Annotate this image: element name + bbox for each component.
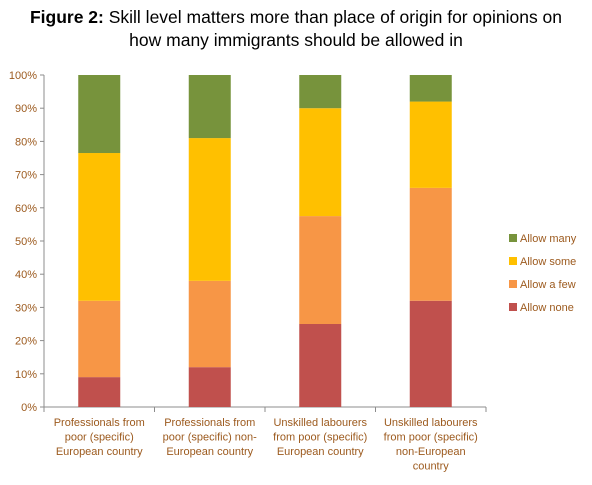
bar-segment-allow-some xyxy=(299,108,342,217)
y-tick-label: 50% xyxy=(15,236,37,248)
legend-swatch xyxy=(509,257,517,265)
x-category-label-line: poor (specific) xyxy=(65,432,134,444)
bar-segment-allow-many xyxy=(188,75,231,139)
legend-label: Allow a few xyxy=(520,279,576,291)
x-category-label-line: European country xyxy=(166,446,253,458)
y-tick-label: 40% xyxy=(15,269,37,281)
bar-segment-allow-a-few xyxy=(299,216,342,324)
x-category-label-line: country xyxy=(413,461,450,473)
figure-number: Figure 2: xyxy=(29,7,104,27)
bar-segment-allow-many xyxy=(78,75,121,154)
bar-segment-allow-some xyxy=(409,101,452,188)
x-category-label-line: Unskilled labourers xyxy=(273,417,367,429)
title-text-line2: how many immigrants should be allowed in xyxy=(129,30,463,50)
bar-segment-allow-none xyxy=(409,300,452,407)
x-category-label-line: from poor (specific) xyxy=(384,432,478,444)
y-tick-label: 60% xyxy=(15,203,37,215)
y-tick-label: 20% xyxy=(15,336,37,348)
y-tick-label: 90% xyxy=(15,103,37,115)
legend-swatch xyxy=(509,234,517,242)
legend-label: Allow none xyxy=(520,302,574,314)
x-category-label-line: Professionals from xyxy=(54,417,145,429)
bar-segment-allow-none xyxy=(78,377,121,407)
y-tick-label: 80% xyxy=(15,136,37,148)
bar-segment-allow-some xyxy=(188,138,231,281)
bar-segment-allow-none xyxy=(299,324,342,407)
bar-segment-allow-a-few xyxy=(78,300,121,378)
x-category-label-line: from poor (specific) xyxy=(273,432,367,444)
x-category-label: Professionals from poor (specific) non- Eu… xyxy=(163,417,257,458)
y-tick-label: 30% xyxy=(15,302,37,314)
y-tick-label: 0% xyxy=(21,402,37,414)
x-category-label-line: Unskilled labourers xyxy=(384,417,478,429)
legend-swatch xyxy=(509,280,517,288)
y-tick-label: 10% xyxy=(15,369,37,381)
y-tick-label: 70% xyxy=(15,170,37,182)
x-category-label: Professionals from poor (specific) Europea… xyxy=(54,417,145,458)
bar-segment-allow-a-few xyxy=(409,187,452,301)
title-text-line1: Skill level matters more than place of o… xyxy=(108,7,563,27)
bar-segment-allow-many xyxy=(299,75,342,109)
chart-title: Figure 2: Skill level matters more than … xyxy=(0,6,592,52)
bar-segment-allow-many xyxy=(409,75,452,102)
x-category-label-line: European country xyxy=(277,446,364,458)
bar-segment-allow-a-few xyxy=(188,280,231,368)
bar-segment-allow-none xyxy=(188,367,231,407)
x-category-label-line: Professionals from xyxy=(164,417,255,429)
x-category-label-line: non-European xyxy=(396,446,466,458)
legend-label: Allow many xyxy=(520,233,577,245)
x-category-label-line: European country xyxy=(56,446,143,458)
chart-title-line1: Figure 2: Skill level matters more than … xyxy=(0,6,592,29)
x-category-label: Unskilled labourers from poor (specific) E… xyxy=(273,417,367,458)
legend-swatch xyxy=(509,303,517,311)
x-category-label-line: poor (specific) non- xyxy=(163,432,257,444)
y-tick-label: 100% xyxy=(9,70,37,82)
legend-label: Allow some xyxy=(520,256,576,268)
bar-segment-allow-some xyxy=(78,153,121,301)
x-category-label: Unskilled labourers from poor (specific) n… xyxy=(384,417,478,473)
